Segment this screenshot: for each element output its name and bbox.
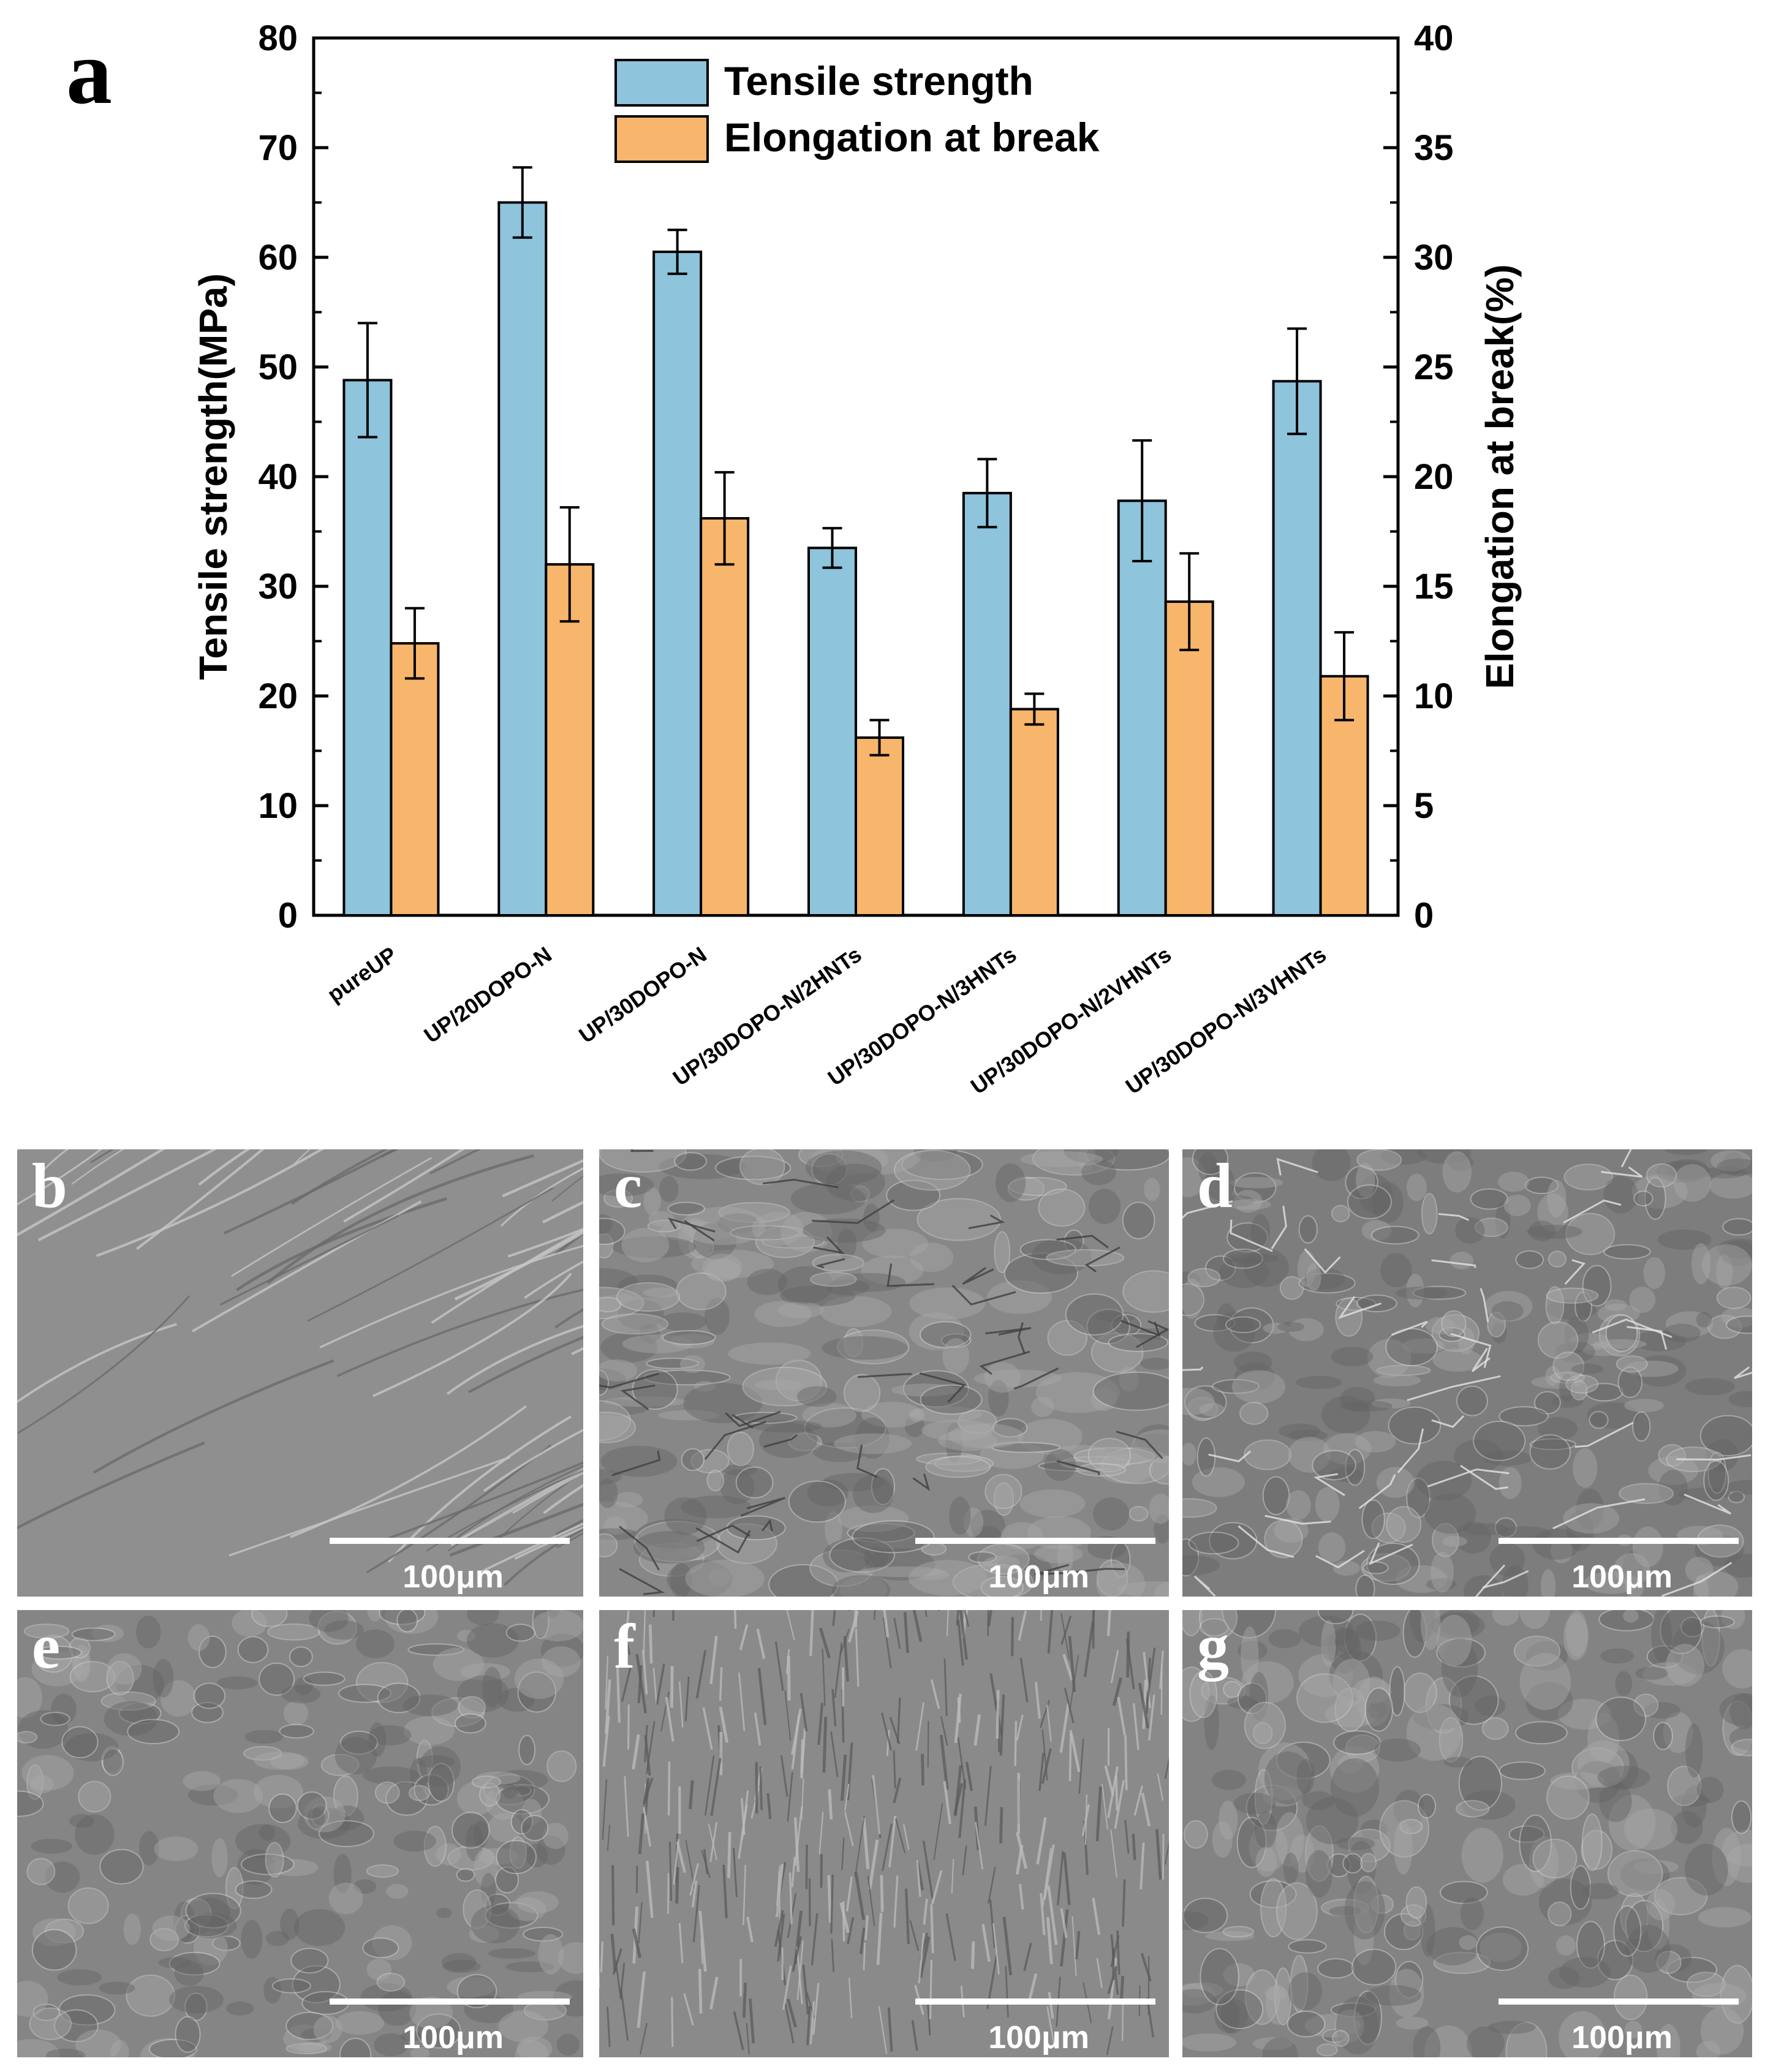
sem-panel-e: e 100μm <box>17 1610 583 2057</box>
y-axis-title: Tensile strength(MPa) <box>191 273 235 680</box>
legend-swatch <box>614 59 709 107</box>
error-bar <box>1334 631 1355 722</box>
y-tick-label: 20 <box>258 676 298 716</box>
sem-micrograph <box>17 1610 583 2057</box>
figure-label: a <box>66 21 112 123</box>
scale-bar-label: 100μm <box>1571 1559 1672 1595</box>
y2-tick-label: 40 <box>1414 18 1454 58</box>
panel-letter: b <box>32 1151 67 1221</box>
bar-tensile-strength <box>342 379 393 917</box>
bar-tensile-strength <box>652 251 703 917</box>
scale-bar <box>1499 1538 1739 1544</box>
error-bar <box>714 471 735 566</box>
error-bar <box>512 166 532 239</box>
error-bar <box>1132 439 1152 562</box>
x-tick-label: UP/30DOPO-N <box>574 942 711 1048</box>
bar-elongation-at-break <box>700 517 750 917</box>
y-tick-label: 70 <box>258 128 298 168</box>
scale-bar-label: 100μm <box>1571 2020 1672 2055</box>
scale-bar <box>330 1538 570 1544</box>
scale-bar-label: 100μm <box>988 2020 1089 2055</box>
error-bar <box>1024 692 1045 726</box>
sem-micrograph <box>599 1610 1169 2057</box>
y2-tick-label: 10 <box>1414 676 1454 716</box>
sem-panel-d: d 100μm <box>1182 1149 1752 1597</box>
sem-panel-b: b 100μm <box>17 1149 583 1597</box>
y2-tick-label: 20 <box>1414 457 1454 497</box>
bar-elongation-at-break <box>390 642 440 917</box>
y2-tick-label: 30 <box>1414 238 1454 278</box>
panel-letter: g <box>1197 1611 1229 1682</box>
sem-micrograph <box>17 1149 583 1597</box>
y2-tick-label: 25 <box>1414 347 1454 387</box>
legend-swatch <box>614 115 709 163</box>
y-tick-label: 80 <box>258 18 298 58</box>
error-bar <box>1179 552 1200 651</box>
y-tick-label: 50 <box>258 347 298 387</box>
error-bar <box>869 719 890 757</box>
x-tick-label: pureUP <box>323 942 401 1007</box>
bar-tensile-strength <box>962 491 1012 917</box>
sem-panel-c: c 100μm <box>599 1149 1169 1597</box>
panel-letter: d <box>1197 1151 1233 1221</box>
panel-letter: c <box>614 1151 643 1221</box>
sem-micrograph <box>1182 1610 1752 2057</box>
scale-bar <box>915 1538 1155 1544</box>
y2-tick-label: 5 <box>1414 786 1434 826</box>
scale-bar-label: 100μm <box>403 1559 504 1595</box>
y-tick-label: 10 <box>258 786 298 826</box>
error-bar <box>977 458 997 529</box>
y-tick-label: 30 <box>258 567 298 607</box>
panel-letter: f <box>614 1611 635 1682</box>
error-bar <box>404 607 425 680</box>
sem-panel-g: g 100μm <box>1182 1610 1752 2057</box>
scale-bar <box>330 1998 570 2005</box>
y-tick-label: 40 <box>258 457 298 497</box>
y2-axis-title: Elongation at break(%) <box>1478 264 1522 689</box>
bar-elongation-at-break <box>545 563 595 917</box>
x-tick-label: UP/20DOPO-N <box>419 942 556 1048</box>
sem-micrograph <box>599 1149 1169 1597</box>
bar-tensile-strength <box>1272 380 1322 917</box>
sem-micrograph <box>1182 1149 1752 1597</box>
y2-tick-label: 35 <box>1414 128 1454 168</box>
error-bar <box>1287 327 1307 436</box>
bar-tensile-strength <box>497 201 548 917</box>
legend-label: Elongation at break <box>724 115 1100 160</box>
bar-elongation-at-break <box>1164 600 1214 917</box>
y-tick-label: 0 <box>278 896 298 936</box>
error-bar <box>559 506 580 623</box>
error-bar <box>667 229 687 275</box>
bar-elongation-at-break <box>855 736 904 917</box>
scale-bar-label: 100μm <box>403 2020 504 2055</box>
error-bar <box>357 322 377 439</box>
y2-tick-label: 15 <box>1414 567 1454 607</box>
legend-label: Tensile strength <box>724 58 1034 104</box>
bar-chart: a 0 10 20 30 40 50 60 70 80 0 5 10 15 20 25 30 35 40 Tensi… <box>66 18 1522 1099</box>
bar-tensile-strength <box>807 546 857 917</box>
scale-bar-label: 100μm <box>988 1559 1089 1595</box>
error-bar <box>822 527 842 569</box>
scale-bar <box>915 1998 1155 2005</box>
y-tick-label: 60 <box>258 238 298 278</box>
bar-elongation-at-break <box>1009 708 1059 917</box>
panel-letter: e <box>32 1611 61 1682</box>
sem-panel-f: f 100μm <box>599 1610 1169 2057</box>
y2-tick-label: 0 <box>1414 896 1434 936</box>
scale-bar <box>1499 1998 1739 2005</box>
bar-tensile-strength <box>1117 499 1167 917</box>
